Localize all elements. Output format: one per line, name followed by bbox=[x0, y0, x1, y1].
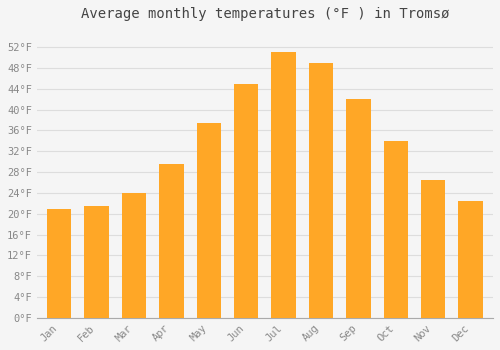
Bar bbox=[84, 206, 109, 318]
Bar bbox=[272, 52, 296, 318]
Bar bbox=[458, 201, 483, 318]
Bar bbox=[421, 180, 446, 318]
Bar bbox=[309, 63, 333, 318]
Bar bbox=[234, 84, 258, 318]
Bar bbox=[47, 209, 72, 318]
Bar bbox=[196, 122, 221, 318]
Bar bbox=[122, 193, 146, 318]
Bar bbox=[384, 141, 408, 318]
Title: Average monthly temperatures (°F ) in Tromsø: Average monthly temperatures (°F ) in Tr… bbox=[80, 7, 449, 21]
Bar bbox=[160, 164, 184, 318]
Bar bbox=[346, 99, 370, 318]
